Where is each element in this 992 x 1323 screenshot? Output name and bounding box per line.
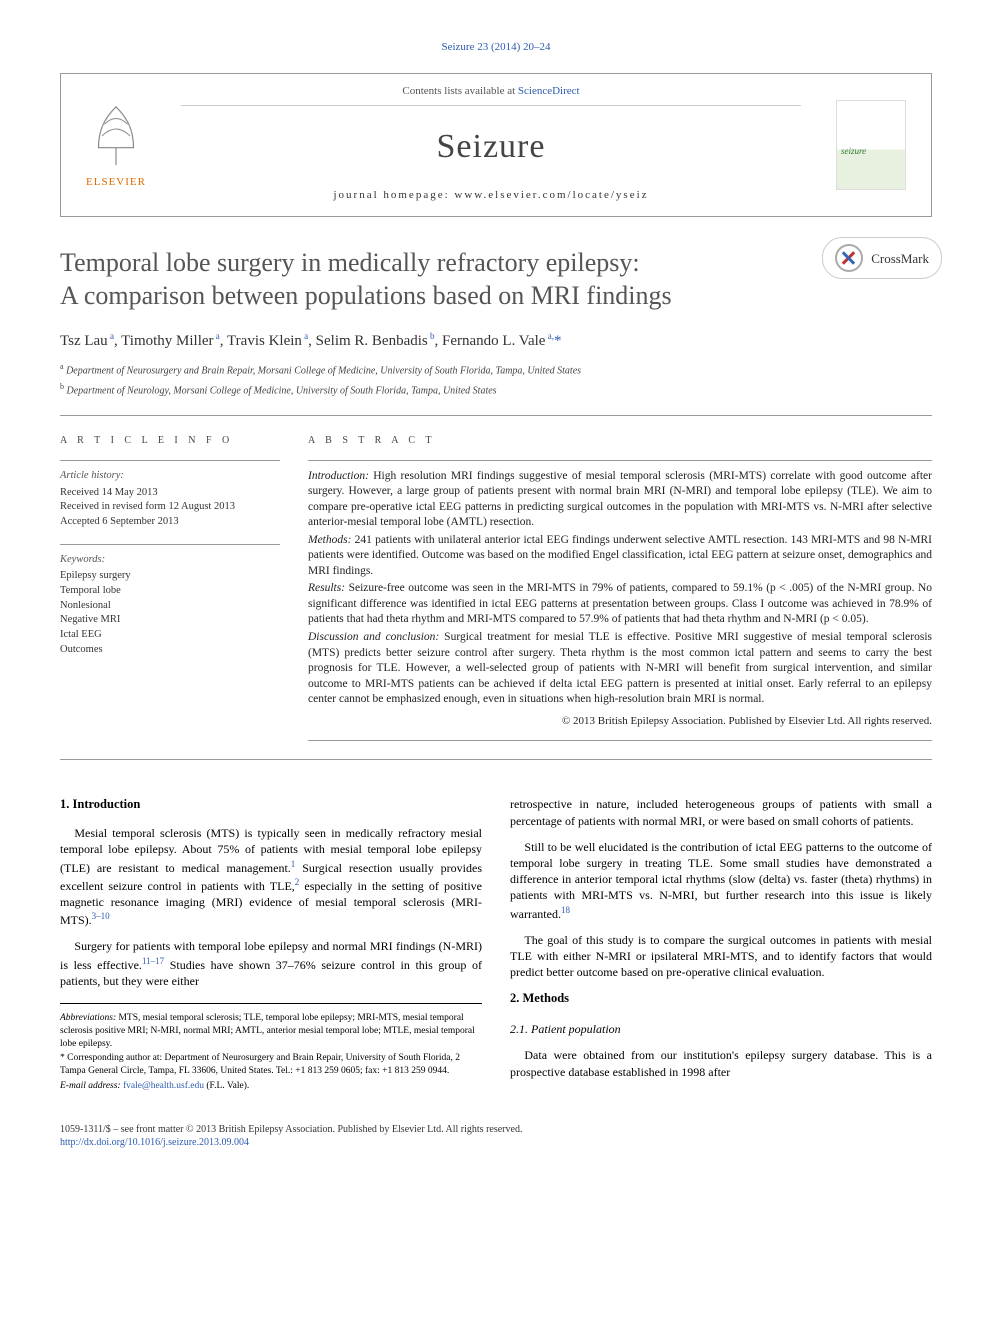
abstract-intro: Introduction: High resolution MRI findin…	[308, 469, 932, 531]
journal-header: ELSEVIER Contents lists available at Sci…	[60, 73, 932, 218]
elsevier-label: ELSEVIER	[86, 175, 146, 190]
history-label: Article history:	[60, 469, 280, 484]
abstract-discussion: Discussion and conclusion: Surgical trea…	[308, 630, 932, 708]
intro-paragraph-1: Mesial temporal sclerosis (MTS) is typic…	[60, 825, 482, 928]
rule-top	[60, 415, 932, 416]
header-center: Contents lists available at ScienceDirec…	[171, 74, 811, 217]
crossmark-badge[interactable]: CrossMark	[822, 237, 942, 279]
abstract-copyright: © 2013 British Epilepsy Association. Pub…	[308, 714, 932, 729]
subsection-heading-patient-pop: 2.1. Patient population	[510, 1021, 932, 1037]
sciencedirect-link[interactable]: ScienceDirect	[518, 85, 580, 97]
article-info-col: A R T I C L E I N F O Article history: R…	[60, 434, 280, 741]
rule-mid	[60, 759, 932, 760]
crossmark-label: CrossMark	[871, 250, 929, 268]
front-matter-copyright: 1059-1311/$ – see front matter © 2013 Br…	[60, 1123, 932, 1137]
rule-abstract-top	[308, 460, 932, 461]
doi-link[interactable]: http://dx.doi.org/10.1016/j.seizure.2013…	[60, 1137, 249, 1148]
keywords-label: Keywords:	[60, 553, 280, 568]
title-line-2: A comparison between populations based o…	[60, 281, 672, 310]
ref-link[interactable]: 3–10	[92, 911, 110, 921]
journal-name: Seizure	[181, 124, 801, 170]
article-history: Article history: Received 14 May 2013 Re…	[60, 469, 280, 530]
elsevier-logo[interactable]: ELSEVIER	[61, 74, 171, 217]
keywords-block: Keywords: Epilepsy surgery Temporal lobe…	[60, 553, 280, 658]
abstract-methods: Methods: 241 patients with unilateral an…	[308, 533, 932, 580]
footnote-abbrev: Abbreviations: MTS, mesial temporal scle…	[60, 1012, 482, 1050]
affiliation-a: a Department of Neurosurgery and Brain R…	[60, 362, 932, 378]
crossmark-icon	[835, 244, 863, 272]
sciencedirect-line: Contents lists available at ScienceDirec…	[181, 84, 801, 106]
journal-homepage[interactable]: journal homepage: www.elsevier.com/locat…	[181, 188, 801, 203]
title-line-1: Temporal lobe surgery in medically refra…	[60, 248, 640, 277]
article-info-heading: A R T I C L E I N F O	[60, 434, 280, 448]
article-title: Temporal lobe surgery in medically refra…	[60, 247, 932, 312]
journal-reference[interactable]: Seizure 23 (2014) 20–24	[60, 40, 932, 55]
history-accepted: Accepted 6 September 2013	[60, 515, 280, 530]
sciencedirect-prefix: Contents lists available at	[402, 85, 517, 97]
history-revised: Received in revised form 12 August 2013	[60, 500, 280, 515]
title-row: CrossMark Temporal lobe surgery in medic…	[60, 247, 932, 312]
info-abstract-row: A R T I C L E I N F O Article history: R…	[60, 434, 932, 741]
affiliation-a-text: Department of Neurosurgery and Brain Rep…	[66, 365, 581, 376]
section-heading-methods: 2. Methods	[510, 990, 932, 1007]
email-who: (F.L. Vale).	[204, 1081, 249, 1091]
journal-cover[interactable]: seizure	[811, 74, 931, 217]
col2-paragraph-2: Still to be well elucidated is the contr…	[510, 839, 932, 922]
abstract-col: A B S T R A C T Introduction: High resol…	[308, 434, 932, 741]
affiliation-b-text: Department of Neurology, Morsani College…	[67, 385, 497, 396]
email-link[interactable]: fvale@health.usf.edu	[123, 1081, 204, 1091]
keyword: Nonlesional	[60, 599, 280, 614]
keyword: Negative MRI	[60, 613, 280, 628]
section-heading-intro: 1. Introduction	[60, 796, 482, 813]
email-label: E-mail address:	[60, 1081, 123, 1091]
body-columns: 1. Introduction Mesial temporal sclerosi…	[60, 796, 932, 1094]
col2-paragraph-1: retrospective in nature, included hetero…	[510, 796, 932, 828]
abstract-heading: A B S T R A C T	[308, 434, 932, 448]
ref-link[interactable]: 18	[561, 905, 570, 915]
cover-label: seizure	[841, 145, 866, 157]
history-received: Received 14 May 2013	[60, 486, 280, 501]
keyword: Ictal EEG	[60, 628, 280, 643]
elsevier-tree-icon	[81, 101, 151, 171]
methods-paragraph-1: Data were obtained from our institution'…	[510, 1047, 932, 1079]
rule-abstract-bottom	[308, 740, 932, 741]
keyword: Epilepsy surgery	[60, 569, 280, 584]
keyword: Outcomes	[60, 643, 280, 658]
rule-info-1	[60, 460, 280, 461]
ref-link[interactable]: 11–17	[142, 956, 164, 966]
bottom-matter: 1059-1311/$ – see front matter © 2013 Br…	[60, 1123, 932, 1150]
keyword: Temporal lobe	[60, 584, 280, 599]
rule-info-2	[60, 544, 280, 545]
affiliation-b: b Department of Neurology, Morsani Colle…	[60, 382, 932, 398]
intro-paragraph-2: Surgery for patients with temporal lobe …	[60, 938, 482, 989]
footnote-email: E-mail address: fvale@health.usf.edu (F.…	[60, 1080, 482, 1093]
page-root: Seizure 23 (2014) 20–24 ELSEVIER Content…	[0, 0, 992, 1190]
col2-paragraph-3: The goal of this study is to compare the…	[510, 932, 932, 981]
abstract-body: Introduction: High resolution MRI findin…	[308, 469, 932, 729]
footnote-corresponding: * Corresponding author at: Department of…	[60, 1052, 482, 1078]
abstract-results: Results: Seizure-free outcome was seen i…	[308, 581, 932, 628]
authors-line: Tsz Lau a, Timothy Miller a, Travis Klei…	[60, 330, 932, 351]
text: Still to be well elucidated is the contr…	[510, 840, 932, 921]
footnotes: Abbreviations: MTS, mesial temporal scle…	[60, 1003, 482, 1093]
cover-thumbnail: seizure	[836, 100, 906, 190]
